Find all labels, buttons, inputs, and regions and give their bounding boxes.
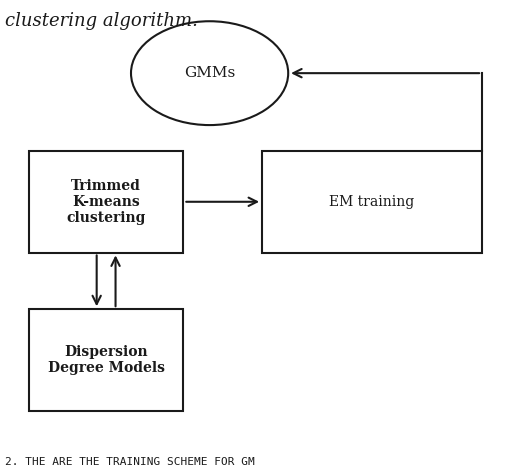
Text: Dispersion
Degree Models: Dispersion Degree Models [48, 345, 165, 375]
Text: Trimmed
K-means
clustering: Trimmed K-means clustering [67, 178, 146, 225]
FancyBboxPatch shape [29, 309, 183, 411]
Ellipse shape [131, 21, 288, 125]
FancyBboxPatch shape [262, 151, 482, 253]
FancyBboxPatch shape [29, 151, 183, 253]
Text: 2. THE ARE THE TRAINING SCHEME FOR GM: 2. THE ARE THE TRAINING SCHEME FOR GM [5, 457, 255, 467]
Text: clustering algorithm.: clustering algorithm. [5, 12, 198, 30]
Text: GMMs: GMMs [184, 66, 235, 80]
Text: EM training: EM training [330, 195, 414, 209]
